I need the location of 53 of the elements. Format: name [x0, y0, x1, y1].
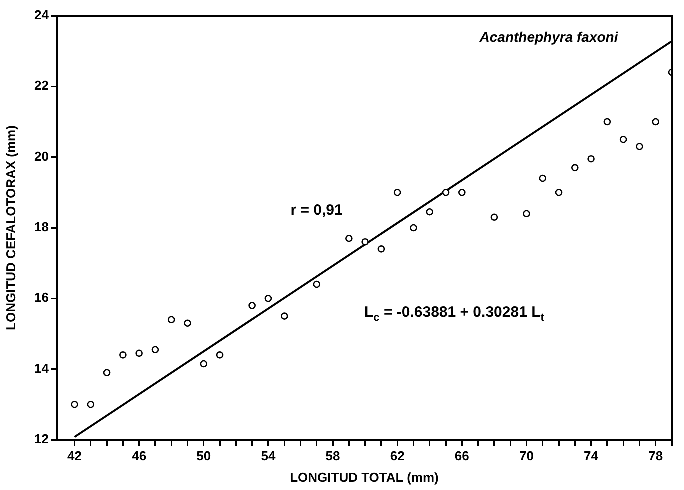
- x-tick-label: 74: [584, 448, 600, 464]
- y-axis-title: LONGITUD CEFALOTORAX (mm): [3, 126, 18, 330]
- point: [378, 246, 386, 253]
- point: [200, 360, 208, 368]
- x-tick-label: 58: [326, 448, 340, 464]
- x-tick-label: 50: [196, 448, 212, 464]
- x-tick-label: 78: [648, 448, 664, 464]
- point: [555, 189, 563, 196]
- point: [490, 214, 498, 222]
- point: [248, 302, 256, 310]
- x-tick-label: 66: [454, 448, 470, 464]
- x-tick-label: 42: [68, 448, 82, 464]
- point: [136, 350, 143, 358]
- text: Acanthephyra faxoni: [478, 28, 620, 45]
- point: [264, 295, 272, 302]
- point: [620, 136, 628, 144]
- y-tick-label: 22: [34, 78, 49, 94]
- point: [71, 401, 78, 408]
- point: [539, 174, 547, 182]
- point: [426, 208, 434, 216]
- y-tick-label: 16: [34, 290, 49, 306]
- point: [394, 189, 402, 196]
- point: [652, 118, 660, 126]
- point: [362, 238, 369, 246]
- y-tick-label: 14: [34, 360, 50, 376]
- y-tick-label: 12: [34, 432, 49, 447]
- point: [168, 316, 176, 324]
- point: [313, 280, 321, 288]
- y-tick-label: 24: [34, 8, 50, 23]
- x-tick-label: 54: [261, 448, 276, 464]
- x-tick-label: 46: [132, 448, 147, 464]
- point: [103, 369, 111, 377]
- x-axis-title: LONGITUD TOTAL (mm): [290, 470, 439, 485]
- point: [410, 224, 418, 232]
- point: [572, 164, 579, 172]
- point: [458, 189, 466, 196]
- point: [87, 401, 95, 408]
- point: [588, 155, 595, 163]
- x-tick-label: 62: [390, 448, 405, 464]
- point: [120, 352, 127, 359]
- point: [184, 320, 192, 328]
- point: [216, 352, 224, 359]
- point: [280, 312, 288, 320]
- annotation: r = 0,91: [290, 202, 343, 220]
- y-tick-label: 18: [34, 220, 49, 235]
- point: [346, 234, 353, 242]
- point: [636, 143, 644, 150]
- x-tick-label: 70: [519, 448, 534, 464]
- point: [523, 210, 530, 218]
- point: [604, 118, 612, 126]
- y-tick-label: 20: [34, 148, 49, 164]
- point: [442, 189, 450, 196]
- point: [152, 346, 160, 354]
